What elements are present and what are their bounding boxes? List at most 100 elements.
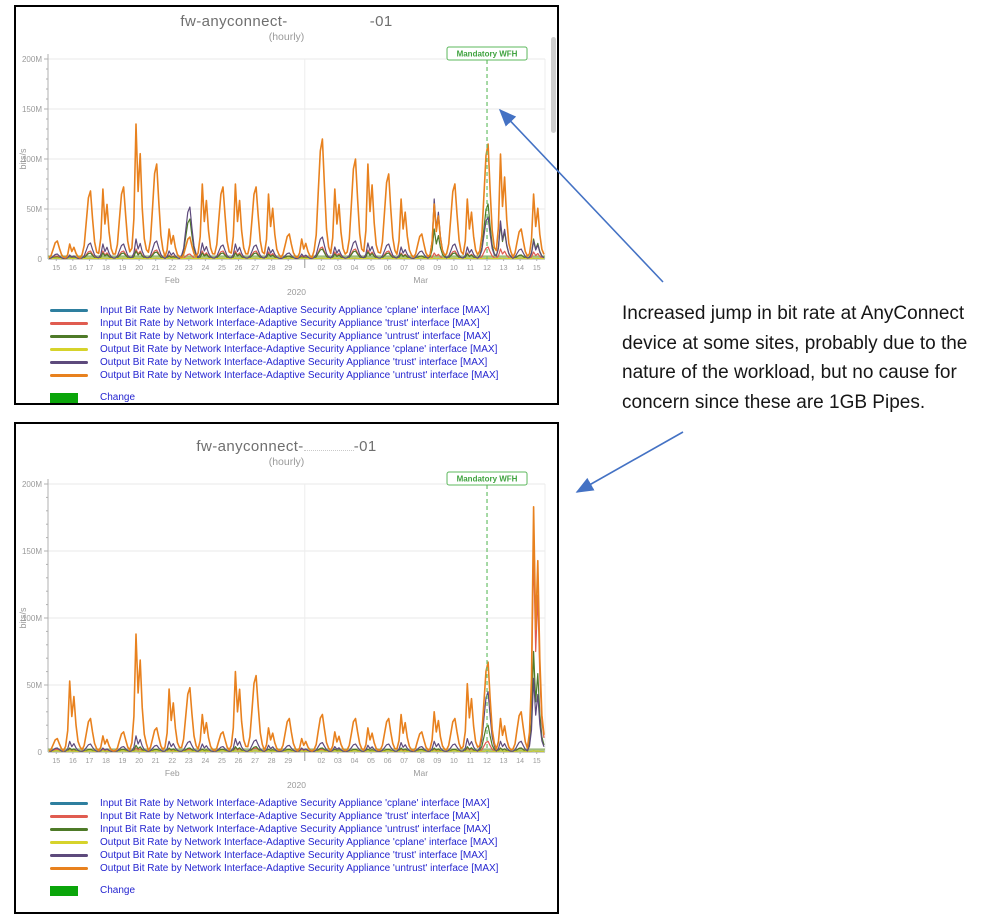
y-axis-title: bits/s <box>18 148 28 170</box>
y-tick-label: 150M <box>22 105 42 114</box>
legend-label-output-cplane[interactable]: Output Bit Rate by Network Interface-Ada… <box>100 837 498 848</box>
series-line-output-trust <box>48 677 545 752</box>
x-day-label: 24 <box>201 265 209 272</box>
legend-label-output-trust[interactable]: Output Bit Rate by Network Interface-Ada… <box>100 357 488 368</box>
legend-label-input-untrust[interactable]: Input Bit Rate by Network Interface-Adap… <box>100 331 491 342</box>
legend-label-input-trust[interactable]: Input Bit Rate by Network Interface-Adap… <box>100 318 480 329</box>
x-day-label: 24 <box>201 758 209 765</box>
x-day-label: 02 <box>317 758 325 765</box>
chart-plot: 0 50M 100M 150M 200M bits/s 15 16 17 18 19 20 21 22 23… <box>18 471 546 790</box>
x-day-label: 17 <box>86 758 94 765</box>
x-day-label: 12 <box>483 265 491 272</box>
x-month-label: Mar <box>413 768 428 778</box>
x-day-label: 11 <box>467 758 474 765</box>
legend-label-input-untrust[interactable]: Input Bit Rate by Network Interface-Adap… <box>100 824 491 835</box>
series-line-input-trust <box>49 550 545 752</box>
legend-label-input-cplane[interactable]: Input Bit Rate by Network Interface-Adap… <box>100 305 490 316</box>
x-day-label: 29 <box>284 265 292 272</box>
annotation-note-line: Increased jump in bit rate at AnyConnect <box>622 303 965 324</box>
legend-label-change[interactable]: Change <box>100 885 136 896</box>
x-month-label: Feb <box>165 768 180 778</box>
x-day-label: 05 <box>367 758 375 765</box>
legend-swatch-input-untrust <box>50 828 88 831</box>
scrollbar-thumb[interactable] <box>551 37 556 133</box>
x-day-label: 16 <box>69 758 77 765</box>
legend-label-input-cplane[interactable]: Input Bit Rate by Network Interface-Adap… <box>100 798 490 809</box>
x-year-label: 2020 <box>287 780 306 790</box>
chart-title: fw-anyconnect- -01 <box>16 13 557 30</box>
x-day-label: 09 <box>433 265 441 272</box>
x-day-label: 10 <box>450 758 458 765</box>
legend-label-output-trust[interactable]: Output Bit Rate by Network Interface-Ada… <box>100 850 488 861</box>
x-day-label: 03 <box>334 758 342 765</box>
x-day-label: 15 <box>52 758 60 765</box>
chart-subtitle: (hourly) <box>268 456 305 468</box>
x-day-label: 15 <box>52 265 60 272</box>
x-day-label: 18 <box>102 758 110 765</box>
x-day-label: 15 <box>533 758 541 765</box>
x-day-label: 28 <box>268 265 276 272</box>
legend-item-output-trust: Output Bit Rate by Network Interface-Ada… <box>50 849 557 862</box>
legend-swatch-output-trust <box>50 361 88 364</box>
x-day-label: 07 <box>400 265 408 272</box>
legend-label-input-trust[interactable]: Input Bit Rate by Network Interface-Adap… <box>100 811 480 822</box>
x-day-label: 11 <box>467 265 474 272</box>
x-day-label: 25 <box>218 265 226 272</box>
y-axis-title: bits/s <box>18 607 28 629</box>
x-day-label: 16 <box>69 265 77 272</box>
chart-title-suffix: -01 <box>369 13 393 30</box>
legend-swatch-change <box>50 392 78 403</box>
y-tick-label: 100M <box>22 614 42 623</box>
x-day-label: 23 <box>185 758 193 765</box>
legend-label-output-cplane[interactable]: Output Bit Rate by Network Interface-Ada… <box>100 344 498 355</box>
x-day-label: 04 <box>351 265 359 272</box>
legend-item-input-untrust: Input Bit Rate by Network Interface-Adap… <box>50 823 557 836</box>
series-line-output-untrust <box>48 123 545 259</box>
legend-item-output-untrust: Output Bit Rate by Network Interface-Ada… <box>50 369 557 382</box>
legend-swatch-input-cplane <box>50 309 88 312</box>
mandatory-wfh-label: Mandatory WFH <box>457 475 518 484</box>
mandatory-wfh-label-box <box>446 471 528 486</box>
y-tick-label: 50M <box>26 681 42 690</box>
legend-label-change[interactable]: Change <box>100 392 136 403</box>
x-day-label: 25 <box>218 758 226 765</box>
x-day-label: 21 <box>152 265 160 272</box>
legend-label-output-untrust[interactable]: Output Bit Rate by Network Interface-Ada… <box>100 370 499 381</box>
legend-swatch-input-trust <box>50 322 88 325</box>
x-day-label: 28 <box>268 758 276 765</box>
x-month-label: Feb <box>165 275 180 285</box>
chart-panel-top: fw-anyconnect- -01 (hourly) 0 50M 100M 150M 2… <box>14 5 559 405</box>
mandatory-wfh-label-box <box>446 46 528 61</box>
x-day-label: 27 <box>251 758 259 765</box>
x-day-label: 26 <box>235 758 243 765</box>
chart-plot: 0 50M 100M 150M 200M bits/s 15 16 17 18 19 20 21 22 23… <box>18 46 546 297</box>
x-year-label: 2020 <box>287 287 306 297</box>
x-day-label: 06 <box>384 758 392 765</box>
x-day-label: 03 <box>334 265 342 272</box>
x-day-label: 23 <box>185 265 193 272</box>
legend-swatch-input-trust <box>50 815 88 818</box>
legend-item-output-cplane: Output Bit Rate by Network Interface-Ada… <box>50 343 557 356</box>
x-day-label: 08 <box>417 265 425 272</box>
annotation-note-line: concern since these are 1GB Pipes. <box>622 391 926 413</box>
legend-item-input-untrust: Input Bit Rate by Network Interface-Adap… <box>50 330 557 343</box>
x-day-label: 10 <box>450 265 458 272</box>
x-day-label: 05 <box>367 265 375 272</box>
x-day-label: 13 <box>500 758 508 765</box>
chart-legend: Input Bit Rate by Network Interface-Adap… <box>50 304 557 404</box>
chart-title-prefix: fw-anyconnect- <box>196 438 304 455</box>
x-day-label: 12 <box>483 758 491 765</box>
series-line-output-trust <box>48 198 545 260</box>
legend-label-output-untrust[interactable]: Output Bit Rate by Network Interface-Ada… <box>100 863 499 874</box>
y-tick-label: 50M <box>26 205 42 214</box>
chart-title-prefix: fw-anyconnect- <box>180 13 288 30</box>
legend-item-output-cplane: Output Bit Rate by Network Interface-Ada… <box>50 836 557 849</box>
series-line-input-untrust <box>49 650 545 752</box>
mandatory-wfh-label: Mandatory WFH <box>457 50 518 59</box>
x-day-label: 26 <box>235 265 243 272</box>
redacted-hostname <box>303 440 354 451</box>
legend-item-input-trust: Input Bit Rate by Network Interface-Adap… <box>50 810 557 823</box>
x-day-label: 29 <box>284 758 292 765</box>
legend-item-input-trust: Input Bit Rate by Network Interface-Adap… <box>50 317 557 330</box>
x-day-label: 06 <box>384 265 392 272</box>
